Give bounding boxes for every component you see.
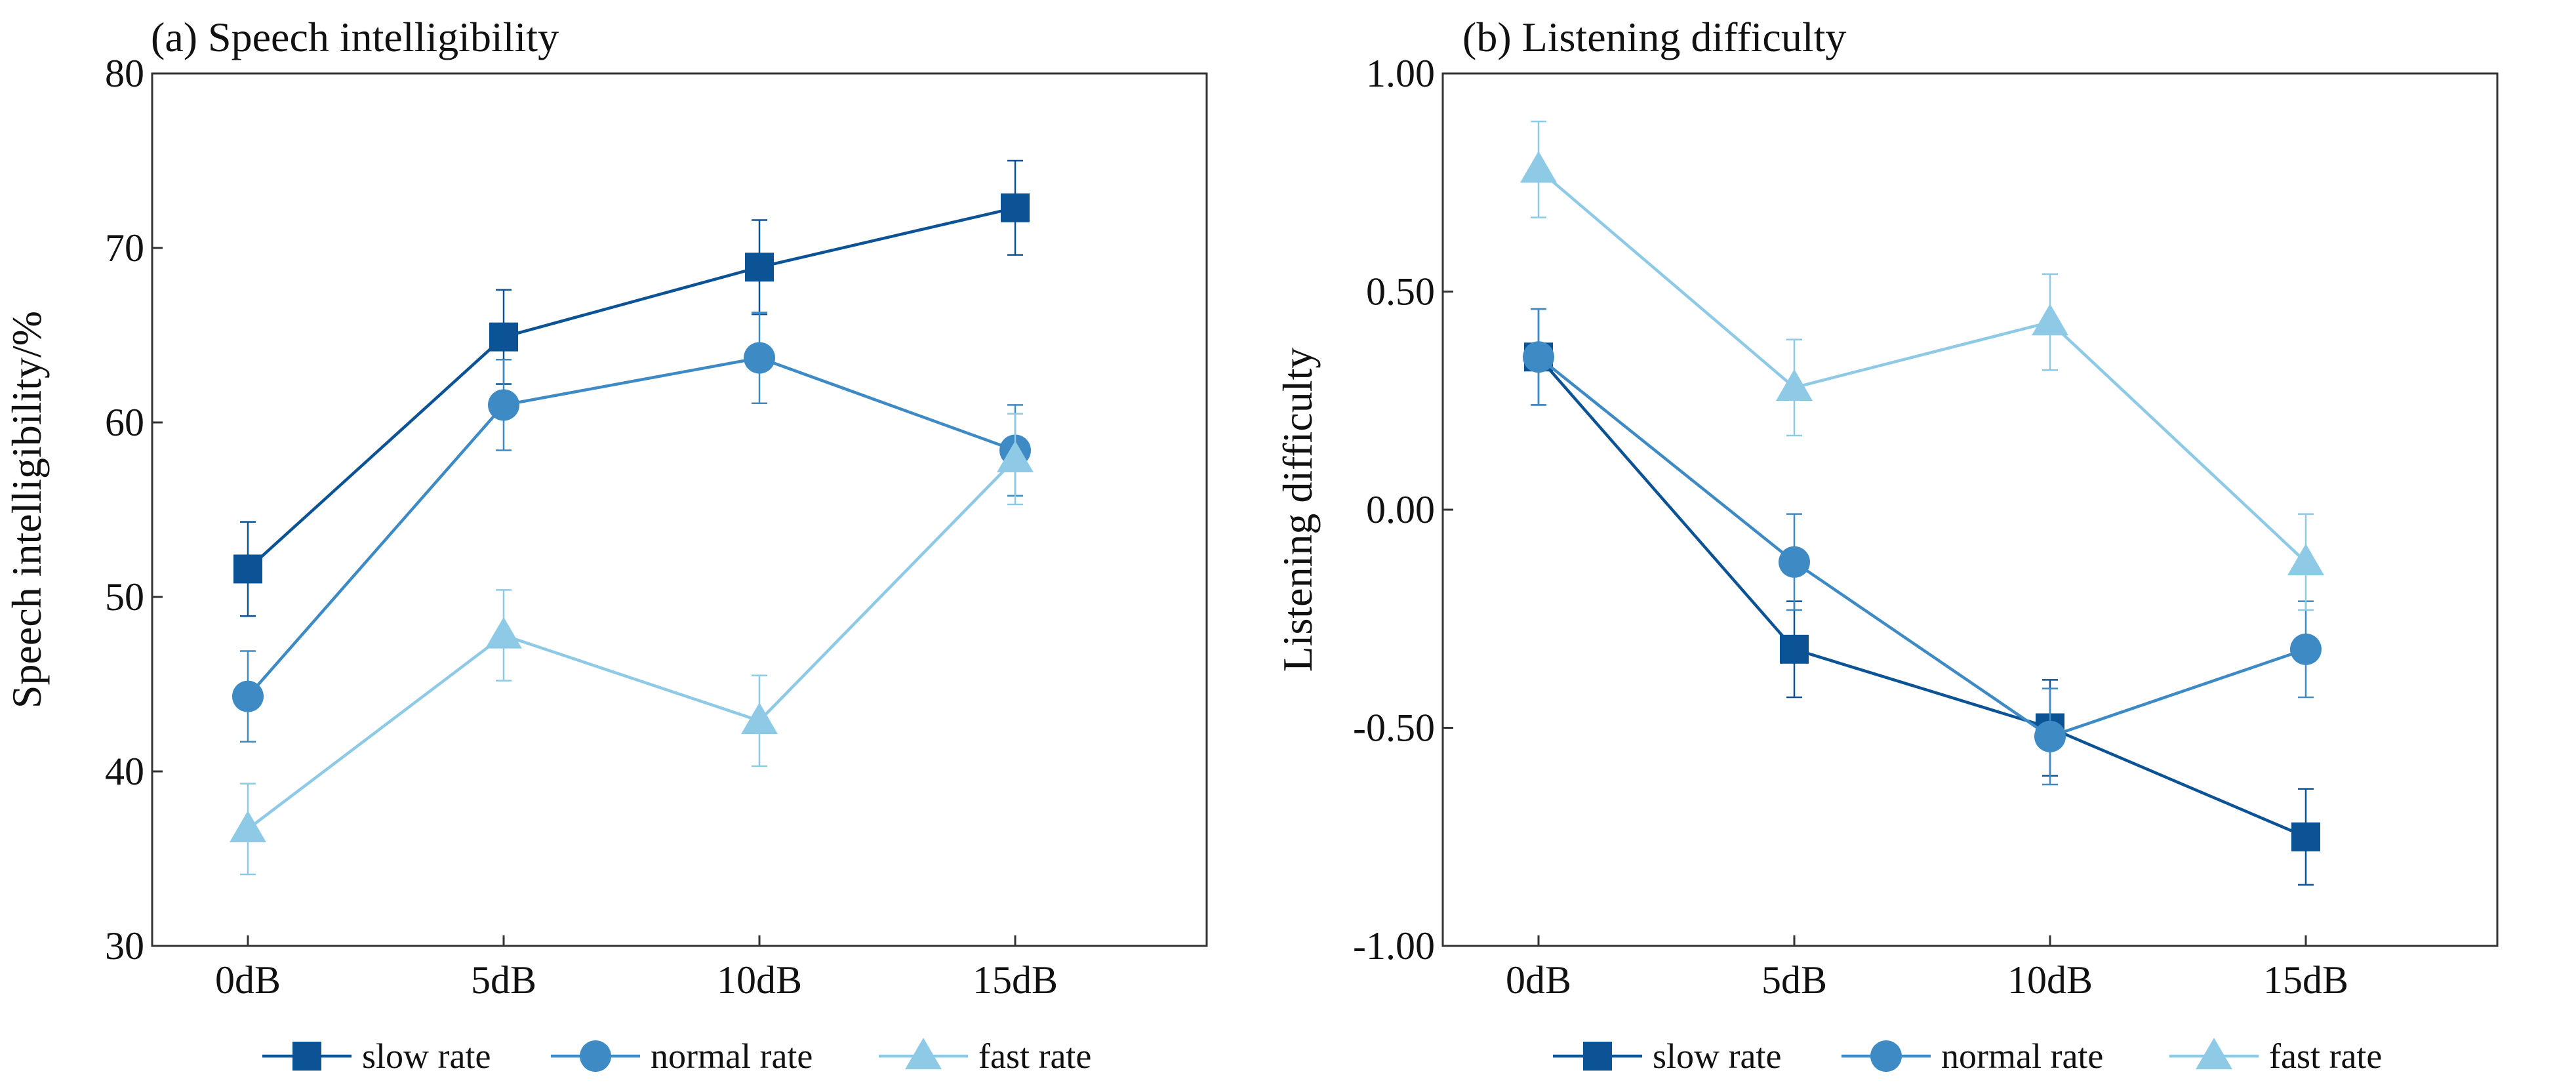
series-slow-rate (1524, 308, 2320, 886)
legend-item-normal-rate: normal rate (1841, 1036, 2103, 1076)
legend-normal-rate-marker (580, 1040, 611, 1072)
x-tick-label: 5dB (471, 958, 536, 1002)
slow-rate-marker (489, 322, 518, 352)
x-axis: 0dB 5dB 10dB 15dB (1506, 935, 2348, 1002)
legend-fast-rate-marker (2196, 1038, 2232, 1070)
legend-label: normal rate (651, 1036, 813, 1076)
x-tick-label: 0dB (215, 958, 281, 1002)
y-axis: -1.00 -0.50 0.00 0.50 1.00 (1353, 52, 1453, 968)
plot-frame (1441, 72, 2499, 947)
slow-rate-marker (2291, 822, 2320, 851)
x-tick-label: 15dB (973, 958, 1058, 1002)
x-tick-label: 15dB (2263, 958, 2348, 1002)
y-tick-label: 0.50 (1366, 270, 1435, 314)
fast-rate-marker (230, 810, 266, 842)
y-tick-label: 30 (105, 924, 144, 968)
normal-rate-marker (1779, 546, 1810, 578)
normal-rate-marker (232, 680, 264, 712)
normal-rate-marker (2034, 720, 2066, 752)
normal-rate-line (247, 356, 1016, 698)
normal-rate-marker (488, 389, 519, 421)
series-slow-rate (233, 159, 1030, 617)
series-layer (1520, 120, 2324, 886)
legend-item-normal-rate: normal rate (551, 1036, 813, 1076)
legend-item-fast-rate: fast rate (2169, 1036, 2382, 1076)
legend-label: fast rate (2269, 1036, 2382, 1076)
slow-rate-line (247, 206, 1016, 571)
y-tick-label: 70 (105, 226, 144, 270)
legend-item-slow-rate: slow rate (262, 1036, 491, 1076)
fast-rate-line (247, 458, 1016, 830)
slow-rate-marker (1780, 634, 1809, 664)
normal-rate-marker (2290, 633, 2322, 665)
y-tick-label: 80 (105, 52, 144, 95)
series-layer (230, 159, 1034, 876)
y-tick-label: 40 (105, 750, 144, 793)
legend-normal-rate-marker (1870, 1040, 1902, 1072)
x-tick-label: 10dB (2007, 958, 2093, 1002)
y-tick-label: -0.50 (1353, 706, 1435, 750)
fast-rate-marker (997, 440, 1034, 473)
legend: slow rate normal rate fast rate (262, 1036, 1091, 1076)
fast-rate-marker (2032, 304, 2068, 336)
fast-rate-marker (741, 702, 778, 735)
x-tick-label: 5dB (1761, 958, 1827, 1002)
x-tick-label: 0dB (1506, 958, 1571, 1002)
fast-rate-line (1537, 168, 2307, 563)
normal-rate-line (1537, 356, 2306, 739)
fast-rate-marker (1520, 151, 1557, 183)
x-tick-label: 10dB (717, 958, 802, 1002)
y-tick-label: 60 (105, 401, 144, 444)
plot-frame (151, 72, 1208, 947)
legend-item-fast-rate: fast rate (879, 1036, 1091, 1076)
legend-label: normal rate (1941, 1036, 2103, 1076)
series-fast-rate (230, 413, 1034, 876)
panel-speech-intelligibility: (a) Speech intelligibility Speech intell… (3, 14, 1208, 1076)
slow-rate-marker (233, 554, 262, 584)
y-axis: 30 40 50 60 70 80 (105, 52, 163, 968)
fast-rate-marker (2287, 543, 2324, 575)
panel-listening-difficulty: (b) Listening difficulty Listening diffi… (1274, 14, 2499, 1076)
legend-label: slow rate (1653, 1036, 1781, 1076)
chart-title: (a) Speech intelligibility (151, 14, 559, 60)
y-tick-label: 0.00 (1366, 488, 1435, 531)
y-axis-title: Speech intelligibility/% (3, 311, 50, 708)
slow-rate-line (1537, 356, 2306, 838)
y-tick-label: 50 (105, 575, 144, 619)
series-normal-rate (1523, 308, 2322, 786)
y-tick-label: -1.00 (1353, 924, 1435, 968)
slow-rate-marker (745, 253, 774, 282)
normal-rate-marker (744, 342, 775, 374)
legend-slow-rate-marker (1583, 1042, 1612, 1071)
slow-rate-marker (1001, 193, 1030, 222)
legend-slow-rate-marker (292, 1042, 321, 1071)
series-fast-rate (1520, 120, 2324, 611)
series-normal-rate (232, 312, 1031, 743)
legend-item-slow-rate: slow rate (1553, 1036, 1781, 1076)
normal-rate-marker (1523, 341, 1554, 373)
fast-rate-marker (1776, 369, 1813, 401)
y-tick-label: 1.00 (1366, 52, 1435, 95)
legend: slow rate normal rate fast rate (1553, 1036, 2382, 1076)
legend-label: fast rate (978, 1036, 1091, 1076)
legend-label: slow rate (362, 1036, 491, 1076)
y-axis-title: Listening difficulty (1274, 348, 1321, 672)
chart-title: (b) Listening difficulty (1462, 14, 1846, 60)
fast-rate-marker (485, 617, 522, 649)
x-axis: 0dB 5dB 10dB 15dB (215, 935, 1058, 1002)
legend-fast-rate-marker (905, 1038, 942, 1070)
